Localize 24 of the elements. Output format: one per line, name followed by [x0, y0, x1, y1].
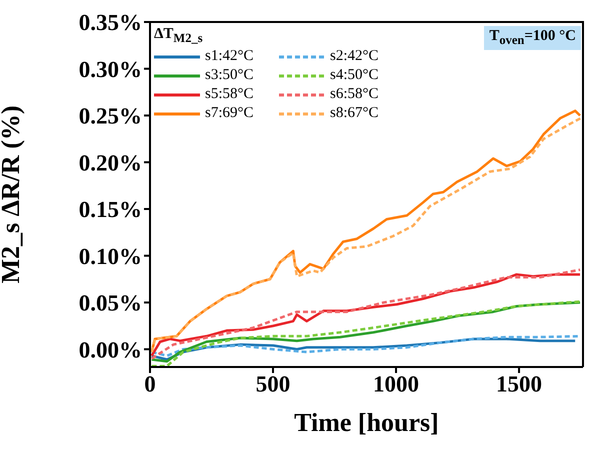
- y-tick-label: 0.10%: [78, 244, 142, 269]
- legend-label: s2:42°C: [330, 48, 379, 65]
- annotation: T$_{oven}$=100 °C: [484, 26, 581, 50]
- x-tick-label: 0: [144, 371, 156, 396]
- y-tick-label: 0.00%: [78, 337, 142, 362]
- y-tick-label: 0.20%: [78, 150, 142, 176]
- x-tick-label: 500: [256, 371, 290, 396]
- legend-label: s8:67°C: [330, 105, 379, 122]
- legend-label: s7:69°C: [205, 105, 254, 122]
- y-tick-label: 0.15%: [78, 197, 142, 222]
- x-tick-label: 1000: [373, 371, 420, 396]
- x-axis-title: Time [hours]: [294, 408, 439, 437]
- y-tick-label: 0.30%: [78, 56, 142, 82]
- y-tick-label: 0.25%: [78, 104, 142, 129]
- y-axis-title: M2_s ΔR/R (%): [0, 105, 26, 284]
- legend-title: ΔT$_{M2_s}$: [154, 26, 204, 46]
- x-tick-label: 1500: [496, 371, 542, 396]
- legend-label: s3:50°C: [205, 67, 254, 84]
- legend-label: s1:42°C: [205, 48, 254, 65]
- y-tick-label: 0.05%: [78, 290, 142, 316]
- y-tick-label: 0.35%: [78, 10, 142, 36]
- legend-label: s5:58°C: [205, 86, 254, 103]
- legend-label: s4:50°C: [330, 67, 379, 84]
- legend-label: s6:58°C: [330, 86, 379, 103]
